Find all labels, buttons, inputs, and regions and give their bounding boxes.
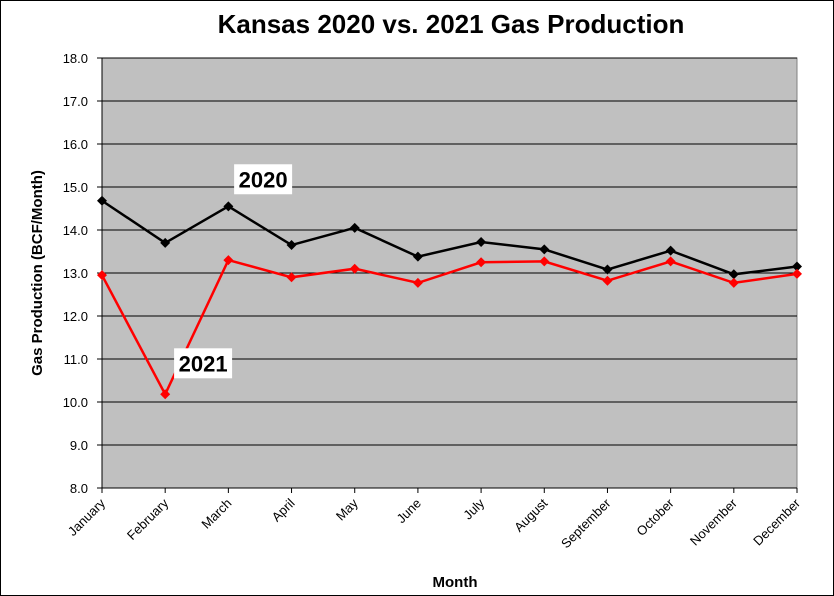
data-point-2021: [665, 256, 676, 267]
data-point-2020: [539, 244, 550, 255]
data-point-2020: [223, 201, 234, 212]
data-point-2021: [792, 268, 802, 279]
y-axis-title: Gas Production (BCF/Month): [29, 170, 46, 376]
data-point-2020: [349, 222, 360, 233]
series-group: [97, 195, 802, 400]
series-label-box-2020: [234, 164, 293, 195]
y-axis-ticks: 8.0 9.0 10.0 11.0 12.0 13.0 14.0 15.0 16.0 17.0 18…: [63, 51, 102, 496]
y-tick-label: 17.0: [63, 94, 88, 109]
series-label-2021: 2021: [179, 351, 228, 376]
series-line-2020: [101, 199, 798, 276]
series-labels: 2020 2021: [174, 164, 293, 379]
y-tick-label: 15.0: [63, 180, 88, 195]
data-point-2020: [476, 237, 487, 248]
x-tick-label: September: [558, 495, 614, 551]
gridlines: [102, 57, 797, 446]
y-tick-label: 10.0: [63, 395, 88, 410]
data-point-2020: [412, 251, 423, 262]
data-point-2020: [665, 245, 676, 256]
y-tick-label: 18.0: [63, 51, 88, 66]
data-point-2020: [602, 264, 613, 275]
data-point-2021: [728, 277, 739, 288]
data-point-2021: [476, 257, 487, 268]
y-tick-label: 16.0: [63, 137, 88, 152]
x-tick-label: April: [269, 495, 298, 524]
x-tick-label: May: [333, 495, 361, 523]
x-axis-ticks: January February March April May June July Augu…: [65, 488, 804, 551]
data-point-2020: [97, 195, 107, 206]
series-label-2020: 2020: [239, 167, 288, 192]
x-tick-label: January: [65, 495, 109, 539]
data-point-2021: [602, 275, 613, 286]
x-tick-label: June: [393, 496, 424, 527]
x-tick-label: February: [124, 495, 172, 543]
chart-title: Kansas 2020 vs. 2021 Gas Production: [218, 9, 685, 39]
x-tick-label: October: [633, 495, 677, 539]
data-point-2020: [728, 269, 739, 280]
x-tick-label: November: [687, 495, 740, 548]
x-tick-label: March: [198, 496, 234, 532]
series-line-2021: [100, 258, 798, 398]
data-point-2021: [539, 256, 550, 267]
y-tick-label: 8.0: [70, 481, 88, 496]
y-tick-label: 9.0: [70, 438, 88, 453]
data-point-2021: [160, 389, 171, 400]
data-point-2021: [412, 277, 423, 288]
data-point-2021: [97, 270, 107, 281]
x-tick-label: December: [750, 495, 803, 548]
x-axis-title: Month: [433, 574, 478, 591]
y-tick-label: 11.0: [64, 352, 88, 367]
series-label-box-2021: [174, 348, 233, 379]
y-tick-label: 13.0: [63, 266, 88, 281]
data-point-2021: [223, 255, 234, 266]
data-point-2021: [286, 272, 297, 283]
x-tick-label: August: [511, 495, 550, 534]
y-tick-label: 14.0: [63, 223, 88, 238]
x-tick-label: July: [460, 495, 487, 522]
data-point-2020: [792, 261, 802, 272]
y-tick-label: 12.0: [63, 309, 88, 324]
data-point-2020: [160, 237, 171, 248]
data-point-2020: [286, 240, 297, 251]
data-point-2021: [349, 263, 360, 274]
